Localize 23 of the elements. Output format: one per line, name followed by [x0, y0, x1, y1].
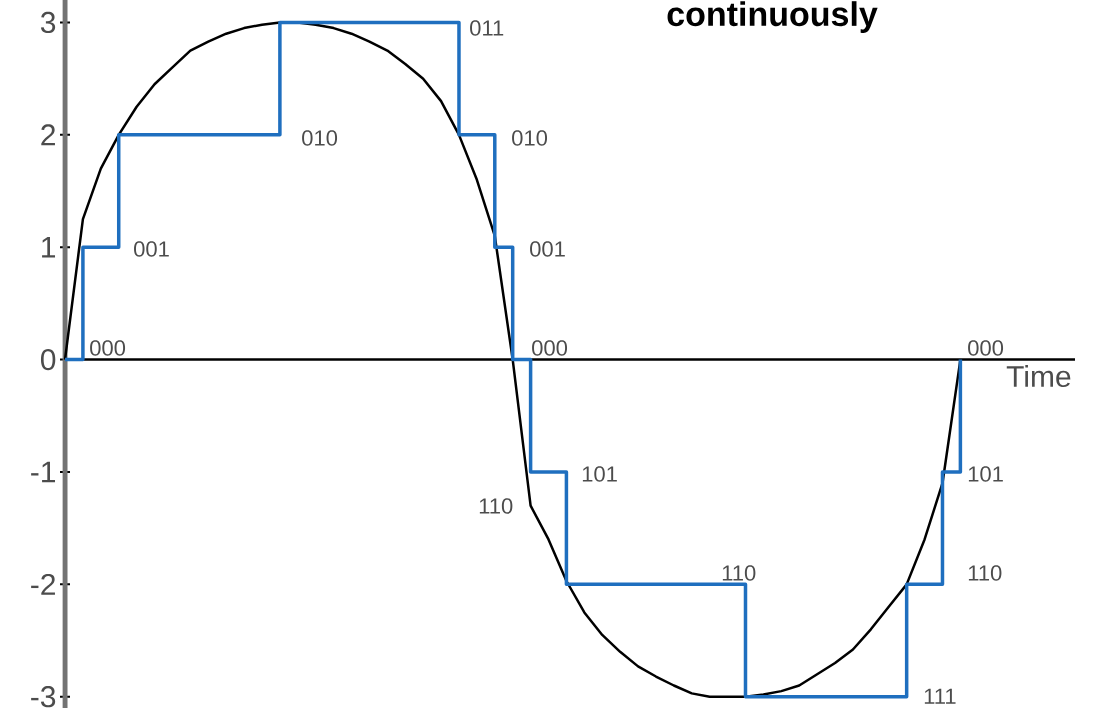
- annotation: 111: [924, 688, 956, 704]
- annotation: 000: [90, 340, 126, 356]
- y-tick-label: -2: [31, 573, 55, 595]
- annotation: 110: [968, 565, 1002, 581]
- y-tick-label: -1: [31, 461, 56, 483]
- y-tick-label: -3: [31, 686, 56, 708]
- annotation: 010: [302, 130, 338, 146]
- chart-title: continuously: [667, 1, 878, 33]
- annotation: 101: [968, 466, 1003, 482]
- y-tick-label: 2: [41, 124, 55, 146]
- annotation: 010: [512, 130, 548, 146]
- annotation: 101: [582, 466, 617, 482]
- y-tick-label: 3: [40, 11, 56, 34]
- annotation: 110: [479, 498, 513, 514]
- y-tick-label: 1: [42, 236, 56, 258]
- annotation: 110: [722, 565, 756, 581]
- annotation: 000: [532, 340, 568, 356]
- y-tick-label: 0: [40, 348, 56, 371]
- annotation: 011: [470, 20, 504, 36]
- x-axis-title: Time: [1006, 365, 1071, 388]
- annotation: 001: [134, 241, 169, 257]
- annotation: 000: [968, 340, 1004, 356]
- annotation: 001: [530, 241, 565, 257]
